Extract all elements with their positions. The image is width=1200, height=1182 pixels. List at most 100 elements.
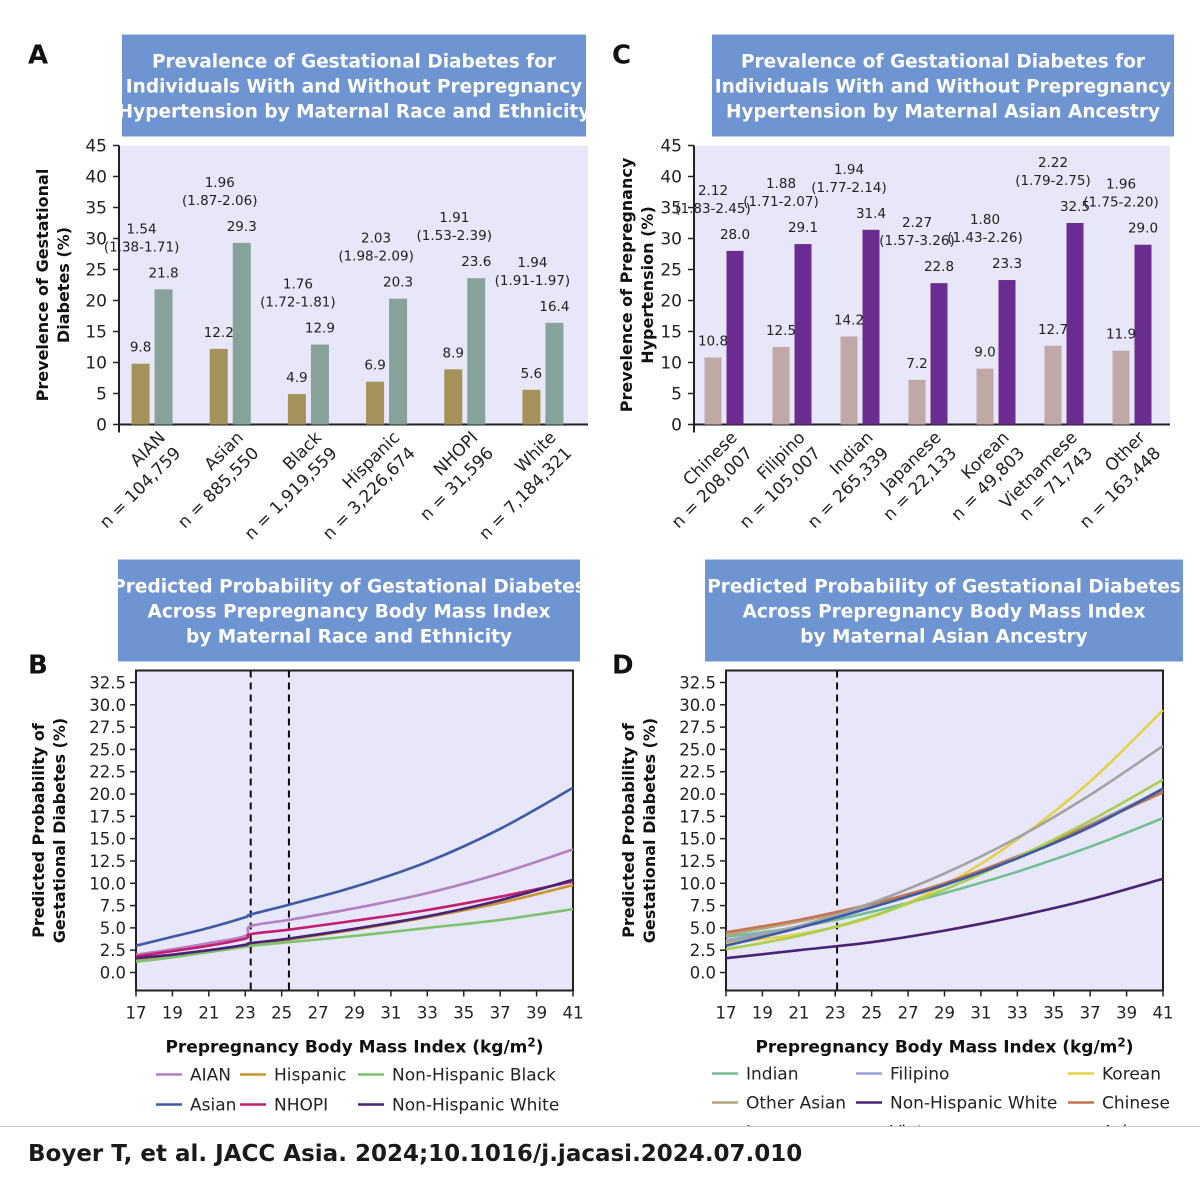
ratio-label: 1.94 <box>517 255 547 271</box>
series-line <box>725 778 1164 951</box>
panel-c: C Prevalence of Gestational Diabetes for I… <box>612 34 1174 533</box>
y-tick-label: 0.0 <box>690 964 716 983</box>
y-tick-label: 15 <box>85 323 107 343</box>
y-axis-label: Predicted Probability of Gestational Diab… <box>619 718 659 943</box>
y-tick-label: 17.5 <box>679 807 716 826</box>
y-tick-label: 7.5 <box>100 897 126 916</box>
bar-without-hypertension <box>976 368 994 425</box>
bar-value-label: 23.6 <box>461 254 491 270</box>
y-tick-label: 45 <box>85 137 107 157</box>
bar-without-hypertension <box>287 394 306 425</box>
bar-value-label: 29.0 <box>1128 221 1158 237</box>
x-tick-label: 27 <box>308 1004 329 1023</box>
y-tick-label: 5 <box>96 385 107 405</box>
legend-label: Korean <box>1102 1065 1161 1085</box>
bar-value-label: 7.2 <box>906 356 927 372</box>
ci-label: (1.87-2.06) <box>182 193 258 209</box>
plot-area <box>725 669 1164 992</box>
bar-with-hypertension <box>862 229 880 425</box>
bar-value-label: 32.5 <box>1060 199 1090 215</box>
x-tick-label: 39 <box>1116 1004 1137 1023</box>
y-tick-label: 15.0 <box>89 830 126 849</box>
citation-text: Boyer T, et al. JACC Asia. 2024;10.1016/… <box>28 1141 803 1167</box>
bar-value-label: 12.7 <box>1038 322 1068 338</box>
bar-value-label: 9.8 <box>130 340 151 356</box>
chart-title-line: Across Prepregnancy Body Mass Index <box>743 602 1146 623</box>
ci-label: (1.53-2.39) <box>416 228 492 244</box>
y-axis-label-line: Prevelence of Prepregnancy <box>617 157 636 412</box>
y-tick-label: 32.5 <box>89 674 126 693</box>
ratio-label: 2.22 <box>1038 155 1068 171</box>
series-line <box>725 877 1164 960</box>
panel-letter: B <box>28 651 48 681</box>
y-tick-label: 40 <box>660 168 682 188</box>
chart-title-line: Individuals With and Without Prepregnanc… <box>715 77 1171 98</box>
ratio-label: 1.96 <box>205 175 235 191</box>
chart-title-line: Prevalence of Gestational Diabetes for <box>741 52 1146 73</box>
series-line <box>135 878 574 960</box>
y-tick-label: 10.0 <box>679 874 716 893</box>
category-label: NHOPIn = 31,596 <box>401 428 498 525</box>
panel-b: B Predicted Probability of Gestational Di… <box>28 559 586 1116</box>
chart-title-line: Prevalence of Gestational Diabetes for <box>152 52 557 73</box>
bar-value-label: 21.8 <box>149 265 179 281</box>
y-tick-label: 12.5 <box>89 852 126 871</box>
y-tick-label: 0 <box>671 416 682 436</box>
x-axis-label-part: ) <box>1126 1038 1134 1058</box>
y-tick-label: 27.5 <box>89 718 126 737</box>
ratio-label: 2.03 <box>361 231 391 247</box>
ci-label: (1.75-2.20) <box>1083 195 1159 211</box>
y-axis-label: Predicted Probability of Gestational Diab… <box>29 718 69 943</box>
y-tick-label: 25.0 <box>679 740 716 759</box>
bar-with-hypertension <box>389 298 408 425</box>
bar-without-hypertension <box>1044 345 1062 425</box>
y-tick-label: 15.0 <box>679 830 716 849</box>
ci-label: (1.83-2.45) <box>675 201 751 217</box>
bar-without-hypertension <box>908 379 926 425</box>
series-line <box>725 744 1164 944</box>
y-tick-label: 5.0 <box>690 919 716 938</box>
bar-value-label: 16.4 <box>539 299 569 315</box>
chart-title-line: by Maternal Asian Ancestry <box>800 627 1087 648</box>
y-axis-label-line: Predicted Probability of <box>29 722 48 938</box>
legend-label: Non-Hispanic White <box>890 1094 1057 1114</box>
x-tick-label: 37 <box>1080 1004 1101 1023</box>
panel-d: D Predicted Probability of Gestational Di… <box>612 559 1183 1143</box>
y-tick-label: 20.0 <box>679 785 716 804</box>
x-axis-label: Prepregnancy Body Mass Index (kg/m2) <box>165 1036 543 1058</box>
x-tick-label: 33 <box>417 1004 438 1023</box>
bar-value-label: 14.2 <box>834 312 864 328</box>
y-tick-label: 10 <box>85 354 107 374</box>
chart-title-line: Predicted Probability of Gestational Dia… <box>112 577 586 598</box>
bar-value-label: 20.3 <box>383 275 413 291</box>
bar-value-label: 29.3 <box>227 219 257 235</box>
y-tick-label: 30.0 <box>89 696 126 715</box>
bar-without-hypertension <box>772 347 790 425</box>
legend-label: NHOPI <box>274 1096 328 1116</box>
bar-with-hypertension <box>467 278 486 425</box>
y-tick-label: 10.0 <box>89 874 126 893</box>
x-tick-label: 25 <box>861 1004 882 1023</box>
ratio-label: 1.76 <box>283 277 313 293</box>
y-axis-label-line: Prevelence of Gestational <box>33 169 52 402</box>
y-tick-label: 20.0 <box>89 785 126 804</box>
ci-label: (1.43-2.26) <box>947 230 1023 246</box>
bar-value-label: 10.8 <box>698 334 728 350</box>
y-tick-label: 27.5 <box>679 718 716 737</box>
bar-with-hypertension <box>1066 223 1084 425</box>
x-axis-label-part: 2 <box>527 1036 535 1050</box>
x-tick-label: 29 <box>344 1004 365 1023</box>
y-tick-label: 7.5 <box>690 897 716 916</box>
x-tick-label: 19 <box>162 1004 183 1023</box>
x-axis-label-part: Prepregnancy Body Mass Index (kg/m <box>755 1038 1117 1058</box>
ratio-label: 2.27 <box>902 215 932 231</box>
ci-label: (1.72-1.81) <box>260 295 336 311</box>
legend-label: Indian <box>746 1065 799 1085</box>
chart-title-line: Hypertension by Maternal Race and Ethnic… <box>118 102 591 123</box>
y-axis-label: Prevelence of Gestational Diabetes (%) <box>33 169 73 402</box>
bar-value-label: 22.8 <box>924 259 954 275</box>
x-tick-label: 41 <box>563 1004 584 1023</box>
category-label: Asiann = 885,550 <box>159 428 264 533</box>
x-tick-label: 21 <box>788 1004 809 1023</box>
y-tick-label: 22.5 <box>679 763 716 782</box>
